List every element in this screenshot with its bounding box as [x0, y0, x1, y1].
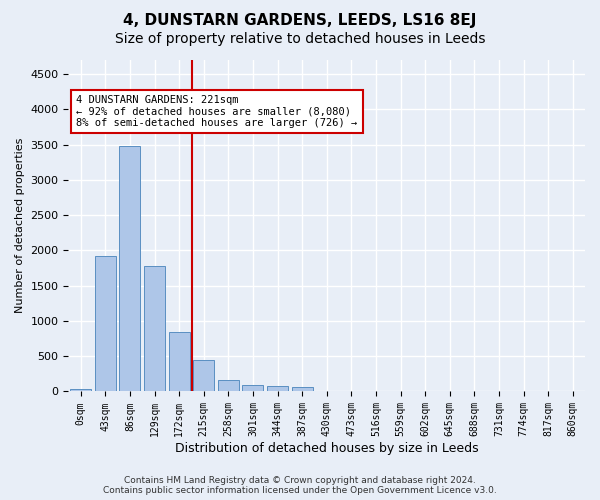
Bar [218, 380, 239, 392]
Bar [70, 390, 91, 392]
Bar [242, 385, 263, 392]
Bar [267, 386, 288, 392]
Text: Size of property relative to detached houses in Leeds: Size of property relative to detached ho… [115, 32, 485, 46]
Bar [169, 332, 190, 392]
Bar [292, 387, 313, 392]
X-axis label: Distribution of detached houses by size in Leeds: Distribution of detached houses by size … [175, 442, 479, 455]
Bar [193, 360, 214, 392]
Bar [95, 256, 116, 392]
Y-axis label: Number of detached properties: Number of detached properties [15, 138, 25, 314]
Text: 4 DUNSTARN GARDENS: 221sqm
← 92% of detached houses are smaller (8,080)
8% of se: 4 DUNSTARN GARDENS: 221sqm ← 92% of deta… [76, 95, 358, 128]
Text: Contains HM Land Registry data © Crown copyright and database right 2024.
Contai: Contains HM Land Registry data © Crown c… [103, 476, 497, 495]
Text: 4, DUNSTARN GARDENS, LEEDS, LS16 8EJ: 4, DUNSTARN GARDENS, LEEDS, LS16 8EJ [124, 12, 476, 28]
Bar [144, 266, 165, 392]
Bar [119, 146, 140, 392]
